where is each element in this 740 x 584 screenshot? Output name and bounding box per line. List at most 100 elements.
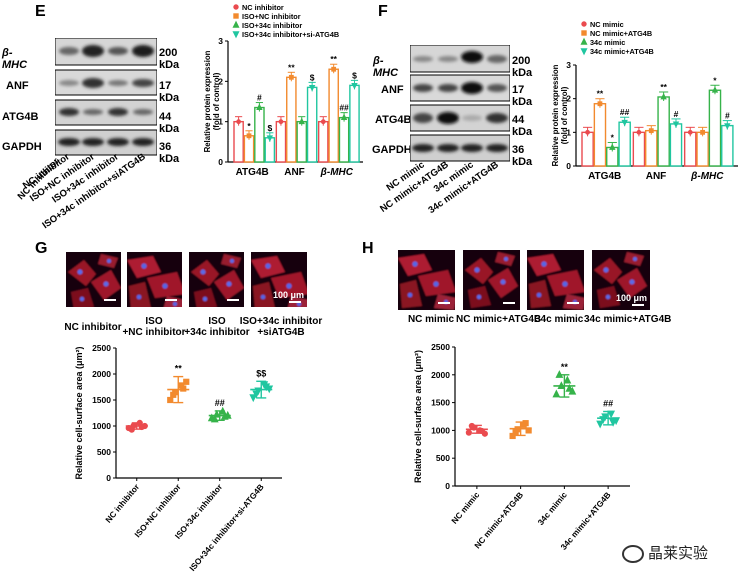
image-label-g-1: NC inhibitor — [64, 322, 122, 333]
micrograph-h-1 — [398, 250, 455, 310]
panel-letter-g: G — [35, 240, 48, 257]
panel-letter-h: H — [362, 240, 374, 257]
lane-labels: NC inhibitor ISO+NC inhibitor ISO+34c in… — [21, 151, 501, 231]
kda-f-bmhc: 200 kDa — [512, 55, 533, 79]
scatter-g-point-1-3 — [183, 378, 190, 385]
wechat-icon — [622, 545, 644, 564]
bar-e-sig-2-2: ## — [339, 103, 349, 113]
blot-label-f-anf: ANF — [381, 84, 404, 96]
bar-e-point-1-3 — [308, 84, 316, 92]
panel-letter-f: F — [378, 3, 388, 20]
kda-f-atg4b: 44 kDa — [512, 114, 533, 138]
bar-f-legend-marker-3 — [580, 48, 588, 56]
blot-image-e — [55, 38, 157, 156]
kda-e-atg4b: 44 kDa — [159, 111, 180, 135]
image-label-h-1: NC mimic — [407, 314, 455, 325]
scatter-h-point-3-0 — [596, 420, 605, 429]
bar-f-point-0-3 — [621, 119, 628, 127]
bar-e-y-label-1: (fold of control) — [212, 72, 221, 130]
bar-f-point-0-2 — [609, 143, 616, 150]
blot-label-e-anf: ANF — [6, 80, 29, 92]
scatter-h-y-tick-label-0: 0 — [445, 481, 450, 491]
scatter-g-point-1-4 — [170, 391, 177, 398]
bar-f-bar-2-1 — [696, 131, 709, 167]
scatter-h-point-2-4 — [555, 370, 564, 378]
bar-f-bar-0-3 — [618, 121, 631, 167]
scatter-g-sig-1: ** — [175, 364, 183, 374]
scatter-g-point-1-0 — [167, 396, 174, 404]
watermark-text: 晶莱实验 — [648, 545, 709, 562]
bar-e-legend-marker-0 — [233, 4, 239, 10]
scatter-g-point-3-0 — [249, 394, 258, 403]
scatter-g-y-tick-label-4: 2000 — [92, 369, 111, 379]
micrograph-h-4: 100 μm — [592, 250, 650, 310]
scatter-h-point-1-5 — [522, 420, 529, 427]
bar-e-y-tick-label-1: 1 — [218, 117, 223, 127]
bar-f-legend-marker-1 — [581, 30, 587, 36]
scatter-chart-h: 0 500 1000 1500 2000 2500 Relative cell-surfac… — [413, 342, 630, 552]
scatter-h-y-tick-label-4: 2000 — [431, 370, 450, 380]
bar-e-point-1-0 — [278, 119, 284, 125]
blot-label-e-bmhc: β-MHC — [2, 47, 28, 71]
bar-e-sig-2-3: $ — [352, 70, 357, 80]
bar-e-legend-label-2: ISO+34c inhibitor — [242, 21, 302, 30]
bar-f-bar-1-1 — [644, 129, 658, 167]
scatter-h-point-3-2 — [607, 410, 616, 419]
bar-e-y-tick-label-3: 3 — [218, 36, 223, 46]
bar-e-sig-1-3: $ — [310, 72, 315, 82]
bar-f-point-2-1 — [700, 129, 706, 135]
scatter-g-x-tick-label-0: NC inhibitor — [103, 481, 142, 524]
bar-f-sig-0-3: ## — [620, 107, 630, 117]
bar-e-y-label-0: Relative protein expression — [203, 50, 212, 152]
scatter-h-x-tick-label-0: NC mimic — [449, 490, 482, 526]
micrograph-g-2 — [127, 252, 182, 307]
bar-e-sig-0-1: * — [247, 121, 251, 131]
bar-e-legend-label-3: ISO+34c inhibitor+si-ATG4B — [242, 30, 339, 39]
bar-e-sig-1-1: ** — [288, 62, 295, 72]
bar-e-point-0-1 — [246, 133, 252, 139]
scatter-g-point-3-4 — [252, 390, 261, 399]
scale-label-h: 100 μm — [616, 293, 648, 303]
kda-f-gapdh: 36 kDa — [512, 144, 533, 168]
micrograph-g-4: 100 μm — [251, 252, 307, 307]
scatter-h-point-0-4 — [468, 422, 475, 430]
scatter-h-point-3-4 — [599, 416, 608, 424]
scatter-h-point-1-4 — [512, 429, 519, 436]
bar-f-bar-1-3 — [669, 123, 683, 167]
scatter-g-y-tick-label-5: 2500 — [92, 343, 111, 353]
bar-e-point-0-3 — [266, 135, 274, 142]
bar-e-legend-marker-1 — [233, 13, 239, 19]
image-label-g-3: ISO +34c inhibitor — [184, 316, 250, 338]
scatter-h-x-tick-label-3: 34c mimic+ATG4B — [558, 490, 612, 552]
bar-f-category-label-0: ATG4B — [588, 171, 621, 182]
bar-e-point-1-2 — [298, 117, 305, 125]
scatter-g-y-tick-label-3: 1500 — [92, 395, 111, 405]
bar-f-bar-1-0 — [632, 131, 646, 167]
scatter-h-x-tick-label-2: 34c mimic — [535, 490, 569, 527]
scatter-h-point-2-1 — [557, 381, 566, 390]
micrograph-g-1 — [66, 252, 121, 307]
bar-e-y-tick-label-2: 2 — [218, 76, 223, 86]
bar-e-category-label-1: ANF — [284, 167, 305, 178]
bar-e-sig-0-3: $ — [267, 123, 272, 133]
scatter-h-sig-3: ## — [603, 398, 613, 408]
bar-e-bar-2-1 — [328, 68, 339, 163]
bar-e-y-tick-label-0: 0 — [218, 157, 223, 167]
bar-e-legend-label-0: NC inhibitor — [242, 3, 284, 12]
image-label-h-4: 34c mimic+ATG4B — [584, 314, 672, 325]
bar-f-point-1-2 — [660, 92, 667, 100]
micrograph-h-2 — [463, 250, 520, 310]
scatter-h-y-tick-label-1: 500 — [436, 453, 450, 463]
bar-e-point-0-2 — [256, 103, 263, 110]
scatter-h-point-2-0 — [552, 389, 561, 398]
bar-f-sig-0-1: ** — [597, 89, 604, 99]
bar-e-category-label-2: β-MHC — [320, 167, 354, 178]
bar-f-y-label-0: Relative protein expression — [551, 64, 560, 166]
bar-f-bar-2-3 — [721, 124, 734, 167]
scatter-g-y-label: Relative cell-surface area (μm²) — [74, 346, 84, 479]
bar-f-category-label-2: β-MHC — [690, 171, 724, 182]
scatter-g-y-tick-label-0: 0 — [106, 473, 111, 483]
bar-f-bar-0-1 — [593, 103, 607, 167]
bar-f-sig-2-3: # — [725, 111, 730, 121]
